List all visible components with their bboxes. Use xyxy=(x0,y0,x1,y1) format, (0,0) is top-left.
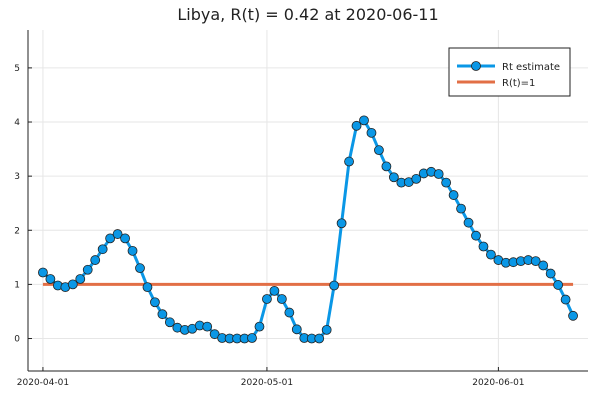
rt-estimate-point xyxy=(486,249,496,260)
rt-estimate-point xyxy=(97,244,108,255)
rt-estimate-point xyxy=(336,218,347,229)
legend: Rt estimate R(t)=1 xyxy=(448,47,571,97)
rt-estimate-point xyxy=(381,161,392,172)
rt-estimate-point xyxy=(142,282,153,293)
rt-estimate-point xyxy=(127,245,138,256)
y-axis-ticks: 0 1 2 3 4 5 xyxy=(14,64,32,345)
rt-estimate-line xyxy=(41,118,575,341)
rt-estimate-point xyxy=(90,255,101,265)
rt-estimate-point xyxy=(553,280,564,290)
rt-estimate-point xyxy=(366,127,377,138)
rt-estimate-point xyxy=(120,233,130,244)
rt-estimate-point xyxy=(269,285,280,296)
rt-estimate-point xyxy=(411,173,422,184)
x-tick-label: 2020-04-01 xyxy=(17,378,69,388)
y-tick-label: 5 xyxy=(14,64,20,74)
rt-estimate-point xyxy=(530,256,541,267)
rt-estimate-point xyxy=(478,241,489,252)
rt-estimate-point xyxy=(75,274,86,284)
rt-estimate-point xyxy=(538,260,549,271)
rt-estimate-point xyxy=(164,317,175,328)
rt-estimate-point xyxy=(568,310,578,321)
rt-estimate-point xyxy=(456,203,466,214)
rt-estimate-point xyxy=(157,309,168,320)
x-tick-label: 2020-05-01 xyxy=(241,378,293,388)
rt-estimate-point xyxy=(247,333,257,343)
rt-estimate-point xyxy=(202,321,213,332)
y-tick-label: 3 xyxy=(14,172,20,182)
rt-estimate-point xyxy=(112,229,123,239)
rt-estimate-point xyxy=(359,115,369,126)
rt-estimate-point xyxy=(150,297,160,308)
rt-estimate-point xyxy=(344,156,354,167)
rt-estimate-point xyxy=(291,324,302,335)
rt-estimate-point xyxy=(105,233,116,244)
rt-estimate-point xyxy=(135,263,145,274)
rt-estimate-point xyxy=(276,294,287,304)
legend-box xyxy=(448,47,571,97)
y-tick-label: 4 xyxy=(14,118,20,128)
rt-estimate-point xyxy=(374,145,384,156)
rt-estimate-point xyxy=(82,264,93,275)
x-tick-label: 2020-06-01 xyxy=(472,378,524,388)
legend-label-rt-estimate: Rt estimate xyxy=(502,62,560,73)
series-layer xyxy=(38,115,578,344)
rt-estimate-point xyxy=(284,307,295,318)
rt-estimate-point xyxy=(560,294,571,305)
y-tick-label: 1 xyxy=(14,280,20,290)
legend-label-threshold: R(t)=1 xyxy=(502,78,535,89)
rt-estimate-point xyxy=(448,190,459,200)
rt-estimate-point xyxy=(262,294,272,304)
x-axis-ticks: 2020-04-01 2020-05-01 2020-06-01 xyxy=(17,367,525,388)
rt-estimate-point xyxy=(545,268,556,279)
rt-estimate-point xyxy=(351,120,362,131)
rt-estimate-point xyxy=(433,169,444,179)
rt-estimate-point xyxy=(471,230,481,241)
chart-title: Libya, R(t) = 0.42 at 2020-06-11 xyxy=(177,5,438,24)
y-tick-label: 2 xyxy=(14,226,20,236)
y-tick-label: 0 xyxy=(14,335,20,345)
rt-estimate-point xyxy=(38,267,48,278)
rt-estimate-point xyxy=(441,177,452,188)
rt-estimate-point xyxy=(254,321,265,332)
legend-marker-rt-estimate xyxy=(471,61,481,71)
rt-estimate-point xyxy=(67,279,78,290)
rt-estimate-point xyxy=(388,172,399,183)
rt-estimate-point xyxy=(321,324,332,335)
rt-estimate-point xyxy=(329,280,340,291)
rt-estimate-point xyxy=(463,217,474,228)
rt-estimate-point xyxy=(45,274,56,284)
rt-estimate-point xyxy=(314,333,325,344)
